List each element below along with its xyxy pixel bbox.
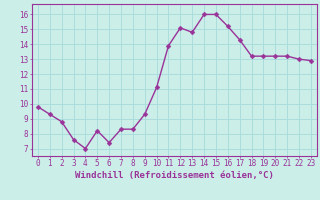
X-axis label: Windchill (Refroidissement éolien,°C): Windchill (Refroidissement éolien,°C) (75, 171, 274, 180)
